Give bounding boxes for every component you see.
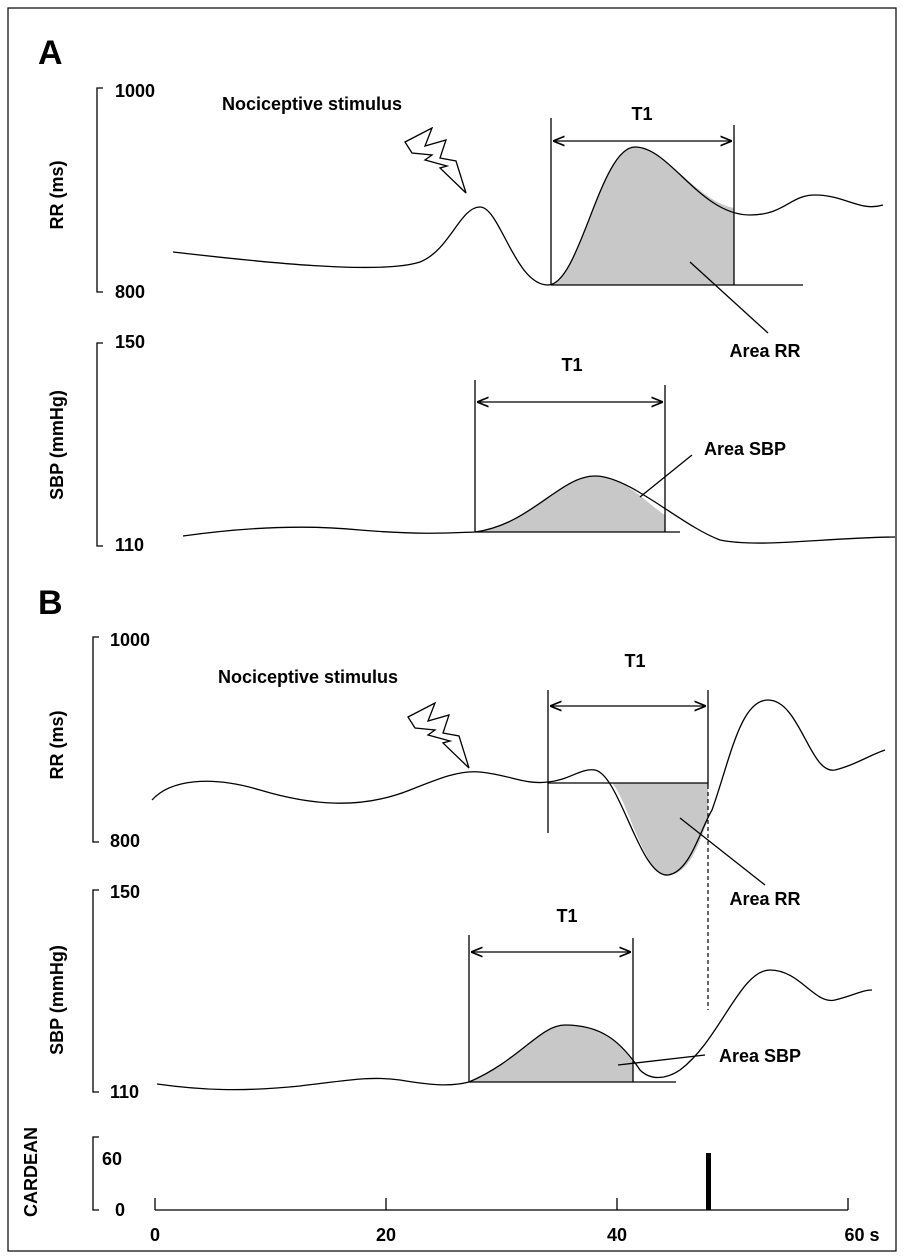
area-label: Area SBP (704, 439, 786, 459)
lightning (407, 701, 470, 769)
area-label: Area RR (729, 889, 800, 909)
tick-label: 60 (102, 1149, 122, 1169)
area-label: Area RR (729, 341, 800, 361)
tick-label: 150 (115, 332, 145, 352)
tick-label: 110 (110, 1082, 139, 1102)
sbp-axis (92, 889, 99, 1093)
tick-label: 40 (607, 1225, 627, 1245)
tick-label: 1000 (115, 81, 155, 101)
stimulus-label: Nociceptive stimulus (222, 94, 402, 114)
interval-label: T1 (561, 355, 582, 375)
frame (7, 7, 897, 1252)
interval-label: T1 (631, 104, 652, 124)
leader (639, 454, 693, 498)
tick-label: 0 (150, 1225, 160, 1245)
rr-axis (92, 636, 99, 843)
tick-label: 60 s (844, 1225, 879, 1245)
axis-label: SBP (mmHg) (47, 945, 67, 1055)
axis-label: SBP (mmHg) (47, 390, 67, 500)
tick-label: 20 (376, 1225, 396, 1245)
area-shade (469, 1025, 633, 1082)
leader (689, 261, 769, 334)
rr-curve (172, 146, 884, 286)
leader (679, 817, 766, 886)
lightning (404, 126, 467, 194)
stimulus-label: Nociceptive stimulus (218, 667, 398, 687)
area-shade (551, 147, 734, 285)
tick-label: 150 (110, 882, 140, 902)
panel-label: B (38, 584, 63, 622)
rr-curve (151, 699, 886, 876)
axis-label: RR (ms) (47, 160, 67, 229)
area-shade (548, 783, 708, 876)
panel-label: A (38, 34, 63, 72)
rr-axis (96, 87, 103, 293)
cardean-axis (92, 1136, 99, 1211)
tick-label: 800 (110, 831, 140, 851)
area-shade (475, 476, 665, 532)
interval-label: T1 (624, 651, 645, 671)
interval-label: T1 (556, 906, 577, 926)
tick-label: 0 (115, 1200, 125, 1220)
sbp-curve (182, 475, 896, 544)
tick-label: 110 (115, 535, 144, 555)
axis-label: RR (ms) (47, 710, 67, 779)
leader (617, 1054, 706, 1066)
tick-label: 1000 (110, 630, 150, 650)
axis-label: CARDEAN (21, 1127, 41, 1217)
sbp-curve (156, 969, 873, 1091)
sbp-axis (96, 342, 103, 547)
tick-label: 800 (115, 282, 145, 302)
panel-a: A 1000 800 RR (ms) Nociceptive stimulus … (38, 34, 896, 555)
area-label: Area SBP (719, 1046, 801, 1066)
cardean-bar (706, 1153, 711, 1210)
panel-b: B 1000 800 RR (ms) Nociceptive stimulus … (21, 584, 886, 1245)
